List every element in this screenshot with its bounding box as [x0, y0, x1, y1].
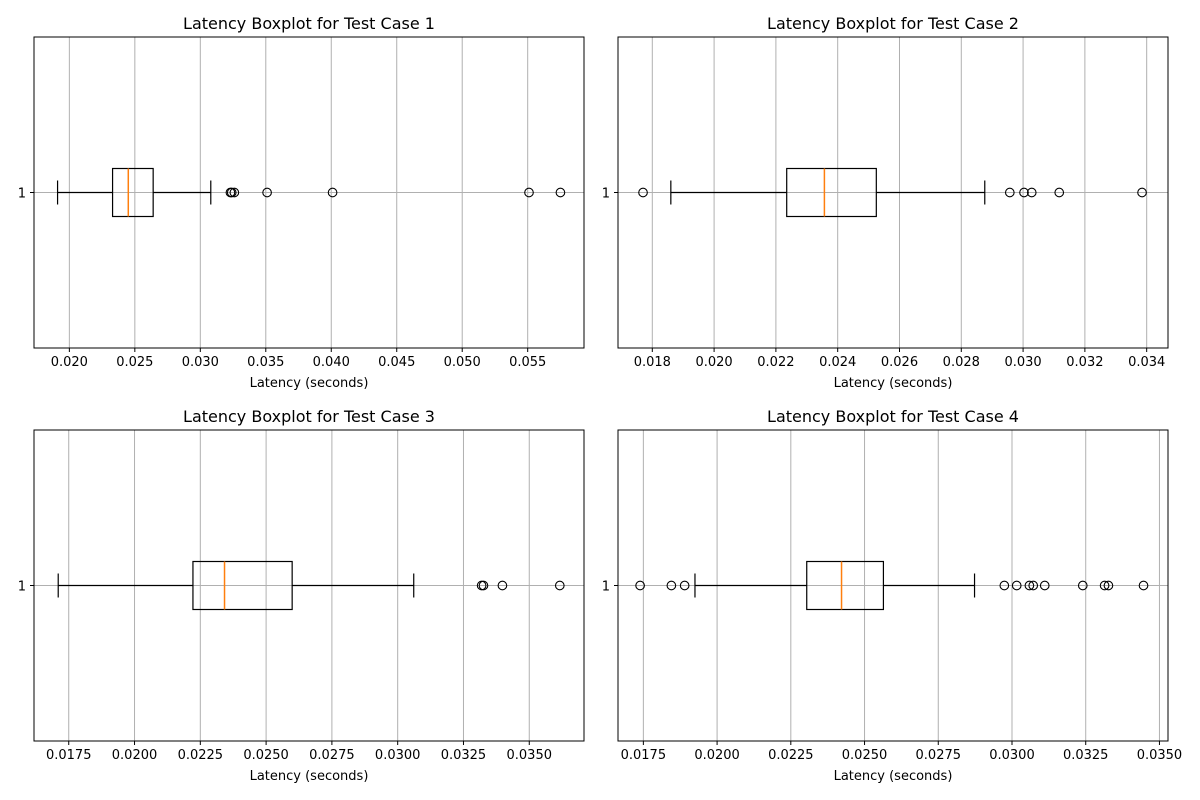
y-tick-label: 1: [18, 580, 26, 595]
outlier-point: [666, 580, 677, 591]
x-tick-label: 0.040: [313, 355, 350, 370]
outlier-point: [1019, 187, 1029, 198]
outlier-point: [1026, 187, 1037, 198]
x-axis-label: Latency (seconds): [834, 376, 953, 391]
x-axis-label: Latency (seconds): [250, 376, 369, 391]
x-tick-label: 0.018: [634, 355, 671, 370]
outlier-point: [262, 187, 272, 198]
outlier-point: [638, 187, 648, 198]
x-tick-label: 0.032: [1066, 355, 1103, 370]
x-tick-label: 0.0325: [1063, 748, 1109, 763]
y-tick-label: 1: [18, 187, 26, 202]
subplot-title: Latency Boxplot for Test Case 1: [183, 14, 435, 33]
subplot-title: Latency Boxplot for Test Case 2: [767, 14, 1019, 33]
outlier-point: [478, 580, 489, 591]
x-tick-label: 0.0250: [842, 748, 888, 763]
x-tick-label: 0.020: [695, 355, 732, 370]
outlier-point: [1024, 580, 1035, 591]
y-tick-label: 1: [602, 187, 610, 202]
x-tick-label: 0.0250: [243, 748, 289, 763]
x-axis-label: Latency (seconds): [250, 769, 369, 784]
outlier-point: [1028, 580, 1039, 591]
x-tick-label: 0.034: [1128, 355, 1165, 370]
subplot-title: Latency Boxplot for Test Case 3: [183, 407, 435, 426]
y-tick-label: 1: [602, 580, 610, 595]
subplot-2: Latency Boxplot for Test Case 2 0.018 0.02…: [602, 14, 1169, 391]
axes-frame: [617, 429, 1169, 742]
box: [786, 167, 877, 218]
x-tick-label: 0.022: [757, 355, 794, 370]
outlier-point: [1099, 580, 1110, 591]
x-tick-label: 0.026: [881, 355, 918, 370]
x-tick-label: 0.0225: [178, 748, 224, 763]
box: [192, 560, 293, 611]
x-tick-label: 0.050: [444, 355, 481, 370]
outlier-point: [1011, 580, 1022, 591]
outlier-point: [1004, 187, 1015, 198]
x-tick-label: 0.0175: [621, 748, 667, 763]
x-tick-label: 0.0275: [916, 748, 962, 763]
outlier-point: [1103, 580, 1114, 591]
outlier-point: [1137, 187, 1147, 198]
x-tick-label: 0.0300: [375, 748, 421, 763]
outlier-point: [524, 187, 534, 198]
outlier-point: [226, 187, 237, 198]
axes-frame: [33, 36, 585, 349]
x-tick-label: 0.0300: [989, 748, 1035, 763]
outlier-point: [555, 187, 566, 198]
x-tick-label: 0.035: [247, 355, 284, 370]
x-tick-label: 0.024: [819, 355, 856, 370]
outlier-point: [999, 580, 1010, 591]
axes-frame: [33, 429, 585, 742]
x-tick-label: 0.0200: [694, 748, 740, 763]
outlier-point: [327, 187, 338, 198]
box: [806, 560, 885, 611]
x-tick-label: 0.030: [1004, 355, 1041, 370]
x-tick-label: 0.0350: [507, 748, 553, 763]
axes-frame: [617, 36, 1169, 349]
x-tick-label: 0.0325: [441, 748, 487, 763]
subplot-3: Latency Boxplot for Test Case 3 0.0175 0.0…: [18, 407, 585, 784]
outlier-point: [229, 187, 240, 198]
x-tick-label: 0.0275: [309, 748, 355, 763]
subplot-1: Latency Boxplot for Test Case 1 0.020 0.02…: [18, 14, 585, 391]
x-tick-label: 0.0225: [768, 748, 814, 763]
outlier-point: [635, 580, 645, 591]
outlier-point: [554, 580, 565, 591]
box: [111, 167, 154, 218]
x-axis-label: Latency (seconds): [834, 769, 953, 784]
x-tick-label: 0.0175: [46, 748, 92, 763]
outlier-point: [497, 580, 508, 591]
x-tick-label: 0.0200: [112, 748, 158, 763]
subplot-4: Latency Boxplot for Test Case 4 0.0175 0.0…: [602, 407, 1182, 784]
x-tick-label: 0.020: [51, 355, 88, 370]
x-tick-label: 0.055: [509, 355, 546, 370]
x-tick-label: 0.030: [182, 355, 219, 370]
outlier-point: [1039, 580, 1050, 591]
outlier-point: [1077, 580, 1088, 591]
x-tick-label: 0.028: [943, 355, 980, 370]
outlier-point: [1138, 580, 1149, 591]
subplot-title: Latency Boxplot for Test Case 4: [767, 407, 1019, 426]
outlier-point: [679, 580, 690, 591]
x-tick-label: 0.025: [116, 355, 153, 370]
x-tick-label: 0.045: [378, 355, 415, 370]
x-tick-label: 0.0350: [1137, 748, 1183, 763]
outlier-point: [1054, 187, 1065, 198]
